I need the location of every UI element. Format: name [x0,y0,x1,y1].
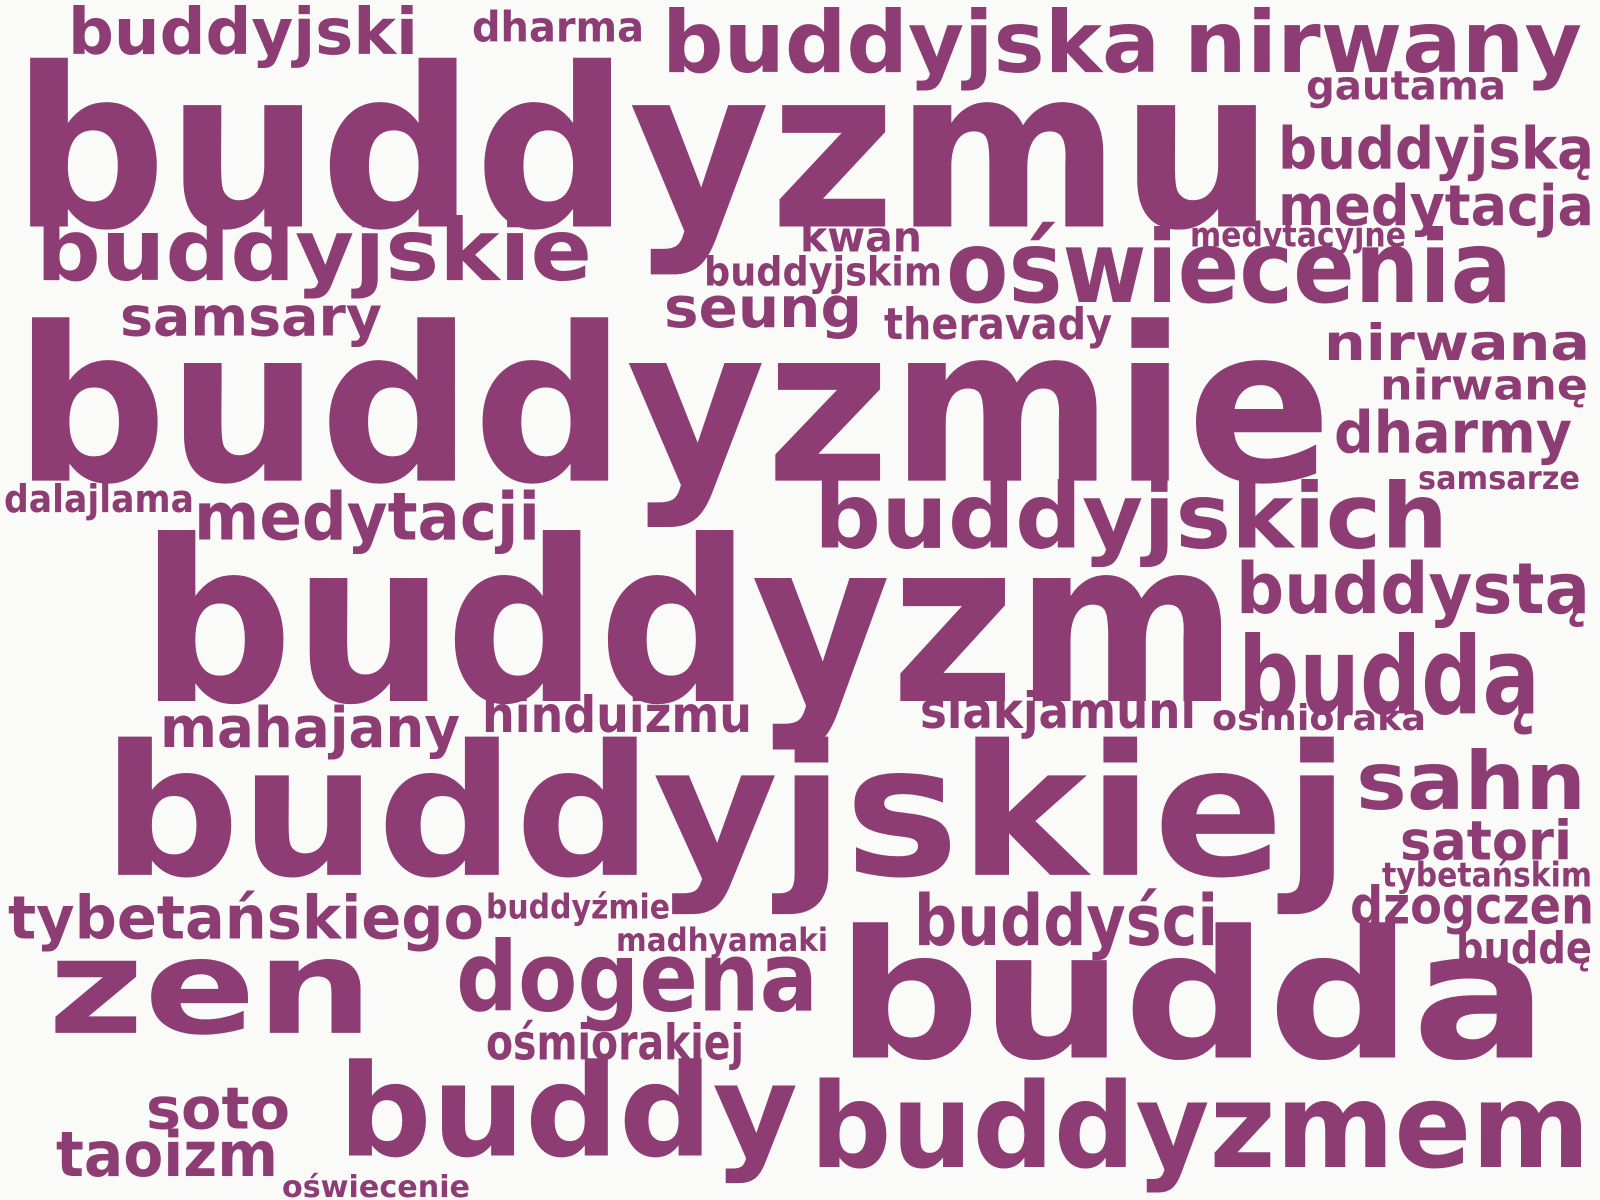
word-budda-instr: buddą [1238,614,1540,740]
word-buddyjskiej: buddyjskiej [102,705,1350,919]
word-theravady: theravady [884,298,1112,350]
word-medytacji: medytacji [194,478,540,556]
word-osmioraka: ośmioraka [1212,696,1426,739]
word-buddyjska: buddyjska [662,0,1160,93]
word-siakjamuni: siakjamuni [920,681,1196,740]
word-buddyjski: buddyjski [68,0,418,70]
word-gautama: gautama [1306,62,1506,110]
word-samsary: samsary [120,285,382,349]
word-satori: satori [1400,809,1572,873]
word-kwan: kwan [800,212,922,262]
word-oswiecenia: oświecenia [946,209,1512,326]
word-buddyzmie-variant: buddyźmie [486,886,670,927]
word-taoizm: taoizm [56,1118,278,1191]
word-buddyjskie: buddyjskie [36,200,592,301]
word-buddyjskich: buddyjskich [814,463,1448,570]
word-buddysta: buddystą [1236,547,1590,630]
word-nirwana: nirwana [1324,313,1590,372]
word-nirwane: nirwanę [1380,360,1588,410]
word-dharmy: dharmy [1334,398,1572,467]
word-dharma: dharma [472,2,644,52]
word-dalajlama: dalajlama [4,476,194,522]
word-tybetanskiego: tybetańskiego [8,882,484,953]
word-buddy: buddy [338,1036,798,1187]
word-medytacyjne: medytacyjne [1190,214,1406,255]
word-buddyzm: buddyzm [140,491,1238,755]
word-seung: seung [664,274,862,341]
word-madhyamaki: madhyamaki [616,921,828,959]
word-buddyzmem: buddyzmem [810,1057,1590,1196]
word-zen: zen [48,910,374,1065]
word-medytacja: medytacja [1278,172,1594,239]
word-soto: soto [146,1074,290,1143]
word-sahn: sahn [1356,734,1586,829]
word-oswiecenie: oświecenie [282,1169,470,1200]
word-osmiorakiej: ośmiorakiej [486,1013,744,1072]
word-dzogczen: dzogczen [1350,875,1594,937]
word-budde: buddę [1456,922,1592,974]
word-buddyzmie: buddyzmie [14,280,1332,533]
word-mahajany: mahajany [160,694,460,761]
word-buddyjska-acc: buddyjską [1278,114,1594,183]
word-samsarze: samsarze [1418,459,1580,497]
word-hinduizmu: hinduizmu [482,685,752,744]
word-budda: budda [836,891,1548,1101]
word-buddyjskim: buddyjskim [704,248,942,296]
word-tybetanskim: tybetańskim [1382,854,1592,895]
word-dogena: dogena [456,921,818,1034]
word-nirwany: nirwany [1184,0,1582,93]
word-buddyzmu: buddyzmu [12,20,1274,280]
word-buddysci: buddyści [914,879,1218,962]
